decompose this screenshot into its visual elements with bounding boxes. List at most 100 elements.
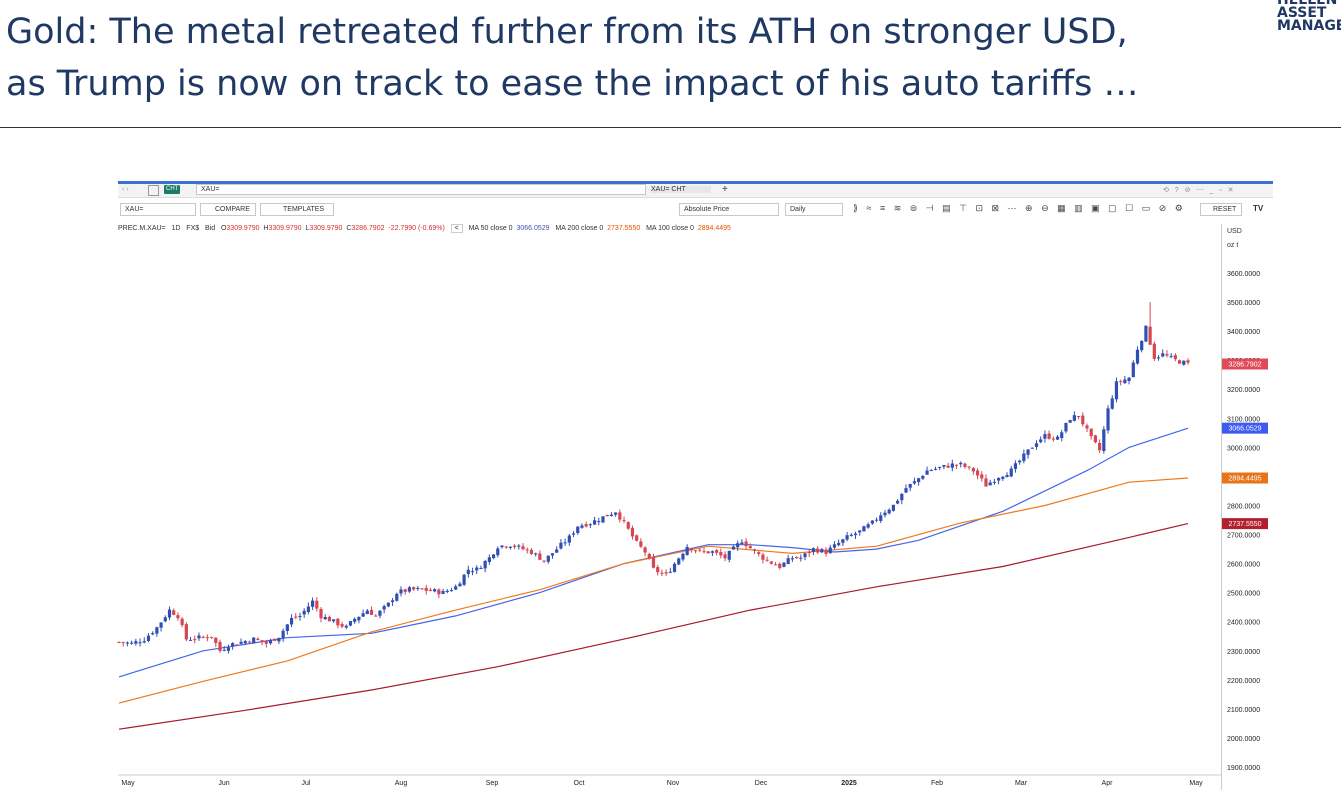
candle-body bbox=[172, 610, 176, 615]
candle-body bbox=[592, 520, 597, 525]
cht-badge: CHT bbox=[164, 185, 181, 194]
candle-body bbox=[264, 641, 268, 644]
legend-open-label: O bbox=[220, 225, 227, 232]
company-logo: HELLEN ASSET MANAGE bbox=[1277, 0, 1341, 34]
candle-body bbox=[816, 548, 820, 553]
instrument-field[interactable]: XAU= bbox=[120, 203, 196, 216]
candle-body bbox=[390, 600, 395, 603]
candle-body bbox=[723, 554, 727, 559]
candle-body bbox=[664, 572, 668, 574]
candle-body bbox=[866, 524, 870, 528]
x-tick-label: May bbox=[121, 780, 135, 787]
tab-xau-cht[interactable]: XAU= CHT bbox=[651, 186, 711, 193]
candle-body bbox=[205, 637, 209, 639]
ma50-value: 3066.0529 bbox=[516, 225, 550, 232]
candle-body bbox=[332, 619, 336, 622]
add-tab-button[interactable]: + bbox=[722, 184, 728, 195]
candle-body bbox=[243, 641, 247, 644]
candle-body bbox=[504, 546, 508, 548]
legend-low-label: L bbox=[305, 225, 310, 232]
candle-body bbox=[719, 552, 723, 556]
candle-body bbox=[550, 553, 555, 556]
templates-button[interactable]: TEMPLATES bbox=[260, 203, 334, 216]
candle-body bbox=[938, 466, 942, 468]
candle-body bbox=[1068, 420, 1072, 423]
legend-collapse-button[interactable]: < bbox=[450, 224, 463, 233]
candle-body bbox=[310, 600, 315, 607]
currency-select[interactable]: USD bbox=[1227, 228, 1242, 235]
compare-button[interactable]: COMPARE bbox=[200, 203, 256, 216]
nav-arrows[interactable]: ‹ › bbox=[122, 186, 129, 193]
axis-tag-label-ma50: 3066.0529 bbox=[1228, 426, 1261, 433]
candle-body bbox=[260, 640, 264, 643]
candle-body bbox=[525, 549, 529, 551]
candle-body bbox=[142, 641, 146, 643]
axis-tag-ma100 bbox=[1222, 472, 1268, 484]
candle-body bbox=[828, 547, 832, 554]
candle-body bbox=[365, 610, 369, 615]
candle-body bbox=[294, 616, 298, 618]
candle-body bbox=[858, 530, 862, 533]
price-axis[interactable]: USD oz t bbox=[1221, 224, 1273, 790]
candle-body bbox=[1144, 325, 1148, 342]
candle-body bbox=[997, 478, 1001, 481]
legend-high: 3309.9790 bbox=[268, 225, 302, 232]
candle-body bbox=[879, 515, 883, 521]
unit-select[interactable]: oz t bbox=[1227, 242, 1239, 249]
candle-body bbox=[790, 558, 794, 560]
candle-body bbox=[933, 468, 938, 470]
candle-body bbox=[1186, 360, 1190, 363]
candle-body bbox=[138, 642, 142, 644]
candle-body bbox=[1039, 439, 1043, 443]
candle-body bbox=[715, 550, 719, 553]
candle-body bbox=[597, 520, 601, 522]
candle-body bbox=[954, 464, 959, 466]
candle-body bbox=[1148, 326, 1152, 345]
candle-body bbox=[773, 564, 778, 566]
x-tick-label: Jun bbox=[218, 780, 229, 787]
candle-body bbox=[963, 463, 967, 467]
y-tick-label: 1900.0000 bbox=[1227, 765, 1260, 772]
y-tick-label: 3600.0000 bbox=[1227, 271, 1260, 278]
candle-body bbox=[1047, 433, 1051, 439]
candle-body bbox=[462, 574, 466, 585]
candle-body bbox=[870, 520, 874, 524]
candle-body bbox=[837, 542, 841, 546]
candle-body bbox=[1009, 468, 1013, 477]
candle-body bbox=[710, 551, 715, 553]
y-tick-label: 3500.0000 bbox=[1227, 300, 1260, 307]
symbol-input[interactable]: XAU= bbox=[196, 184, 646, 195]
x-tick-label: Feb bbox=[931, 780, 943, 787]
candle-body bbox=[891, 504, 895, 511]
candle-body bbox=[820, 549, 824, 553]
candle-body bbox=[386, 602, 390, 607]
candle-body bbox=[959, 462, 963, 465]
reset-button[interactable]: RESET bbox=[1200, 203, 1242, 216]
search-icon[interactable] bbox=[148, 185, 159, 196]
candle-body bbox=[1081, 415, 1085, 425]
candle-body bbox=[1072, 415, 1076, 421]
x-tick-label: Nov bbox=[667, 780, 680, 787]
candle-body bbox=[1127, 377, 1131, 381]
candle-body bbox=[155, 627, 159, 634]
candle-body bbox=[1098, 442, 1102, 451]
candle-body bbox=[1177, 360, 1182, 364]
candle-body bbox=[1043, 434, 1047, 439]
candle-body bbox=[571, 533, 576, 535]
chart-toolbar: XAU= COMPARE TEMPLATES Absolute Price Da… bbox=[118, 201, 1273, 218]
window-controls[interactable]: ⟲ ? ⊘ ⋯ _ ▫ ✕ bbox=[1163, 187, 1236, 194]
candle-body bbox=[214, 637, 218, 644]
price-mode-select[interactable]: Absolute Price bbox=[679, 203, 779, 216]
candle-body bbox=[277, 637, 281, 642]
candle-body bbox=[832, 544, 837, 548]
interval-select[interactable]: Daily bbox=[785, 203, 843, 216]
candle-body bbox=[239, 641, 243, 644]
candle-body bbox=[1161, 353, 1165, 357]
axis-tag-label-price: 3286.7902 bbox=[1228, 362, 1261, 369]
drawing-tools[interactable]: ⟫ ≈ ≡ ≋ ⊜ ⊣ ▤ ⊤ ⊡ ⊠ ⋯ ⊕ ⊖ ▦ ▥ ▣ ▢ ☐ ▭ ⊘ … bbox=[853, 203, 1186, 213]
candle-body bbox=[454, 586, 458, 590]
candle-body bbox=[273, 638, 277, 641]
candle-body bbox=[369, 609, 374, 615]
x-tick-label: May bbox=[1189, 780, 1203, 787]
